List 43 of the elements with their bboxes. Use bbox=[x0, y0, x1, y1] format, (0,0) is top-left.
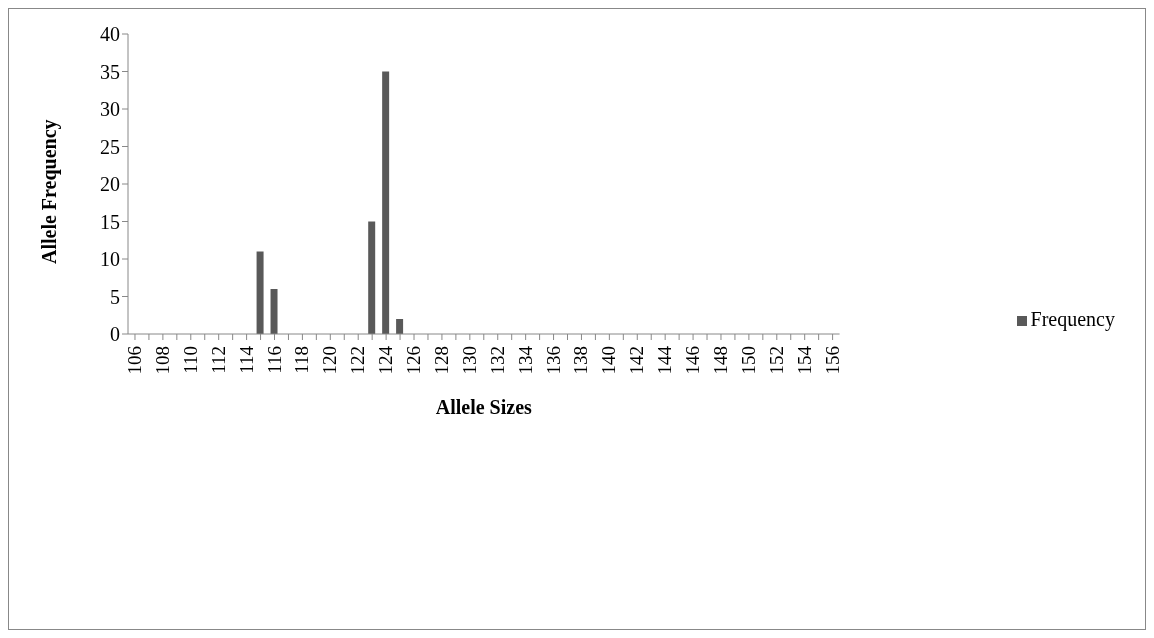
x-tick-label: 110 bbox=[179, 346, 201, 374]
bar bbox=[382, 71, 390, 334]
legend-label: Frequency bbox=[1030, 307, 1115, 330]
y-axis-title: Allele Frequency bbox=[38, 119, 62, 264]
bar bbox=[256, 251, 264, 334]
x-tick-label: 132 bbox=[486, 346, 508, 375]
y-tick-label: 20 bbox=[100, 173, 120, 196]
x-tick-label: 124 bbox=[375, 345, 397, 375]
y-tick-label: 10 bbox=[100, 248, 120, 271]
x-tick-label: 112 bbox=[207, 346, 229, 374]
x-tick-label: 128 bbox=[430, 346, 452, 375]
x-tick-label: 114 bbox=[235, 345, 257, 374]
x-tick-label: 140 bbox=[598, 346, 620, 375]
y-tick-label: 25 bbox=[100, 135, 120, 158]
bar bbox=[270, 289, 278, 334]
x-axis-title: Allele Sizes bbox=[435, 396, 533, 419]
x-tick-label: 156 bbox=[821, 346, 843, 375]
x-tick-label: 122 bbox=[347, 346, 369, 375]
x-tick-label: 136 bbox=[542, 346, 564, 375]
x-tick-label: 154 bbox=[793, 345, 815, 375]
x-tick-label: 142 bbox=[626, 346, 648, 375]
x-tick-label: 146 bbox=[682, 346, 704, 375]
x-tick-label: 130 bbox=[458, 346, 480, 375]
x-tick-label: 116 bbox=[263, 346, 285, 374]
y-tick-label: 0 bbox=[110, 323, 120, 346]
y-tick-label: 5 bbox=[110, 285, 120, 308]
x-tick-label: 120 bbox=[319, 346, 341, 375]
x-tick-label: 126 bbox=[403, 346, 425, 375]
x-tick-label: 150 bbox=[737, 346, 759, 375]
y-tick-label: 15 bbox=[100, 210, 120, 233]
x-tick-label: 152 bbox=[765, 346, 787, 375]
x-tick-label: 118 bbox=[291, 346, 313, 374]
y-tick-label: 40 bbox=[100, 23, 120, 46]
bar bbox=[368, 221, 376, 334]
x-tick-label: 148 bbox=[709, 346, 731, 375]
x-tick-label: 138 bbox=[570, 346, 592, 375]
x-tick-label: 134 bbox=[514, 345, 536, 375]
x-tick-label: 108 bbox=[151, 346, 173, 375]
y-tick-label: 35 bbox=[100, 60, 120, 83]
y-tick-label: 30 bbox=[100, 98, 120, 121]
x-tick-label: 144 bbox=[654, 345, 676, 375]
x-tick-label: 106 bbox=[123, 346, 145, 375]
bar bbox=[396, 319, 404, 334]
